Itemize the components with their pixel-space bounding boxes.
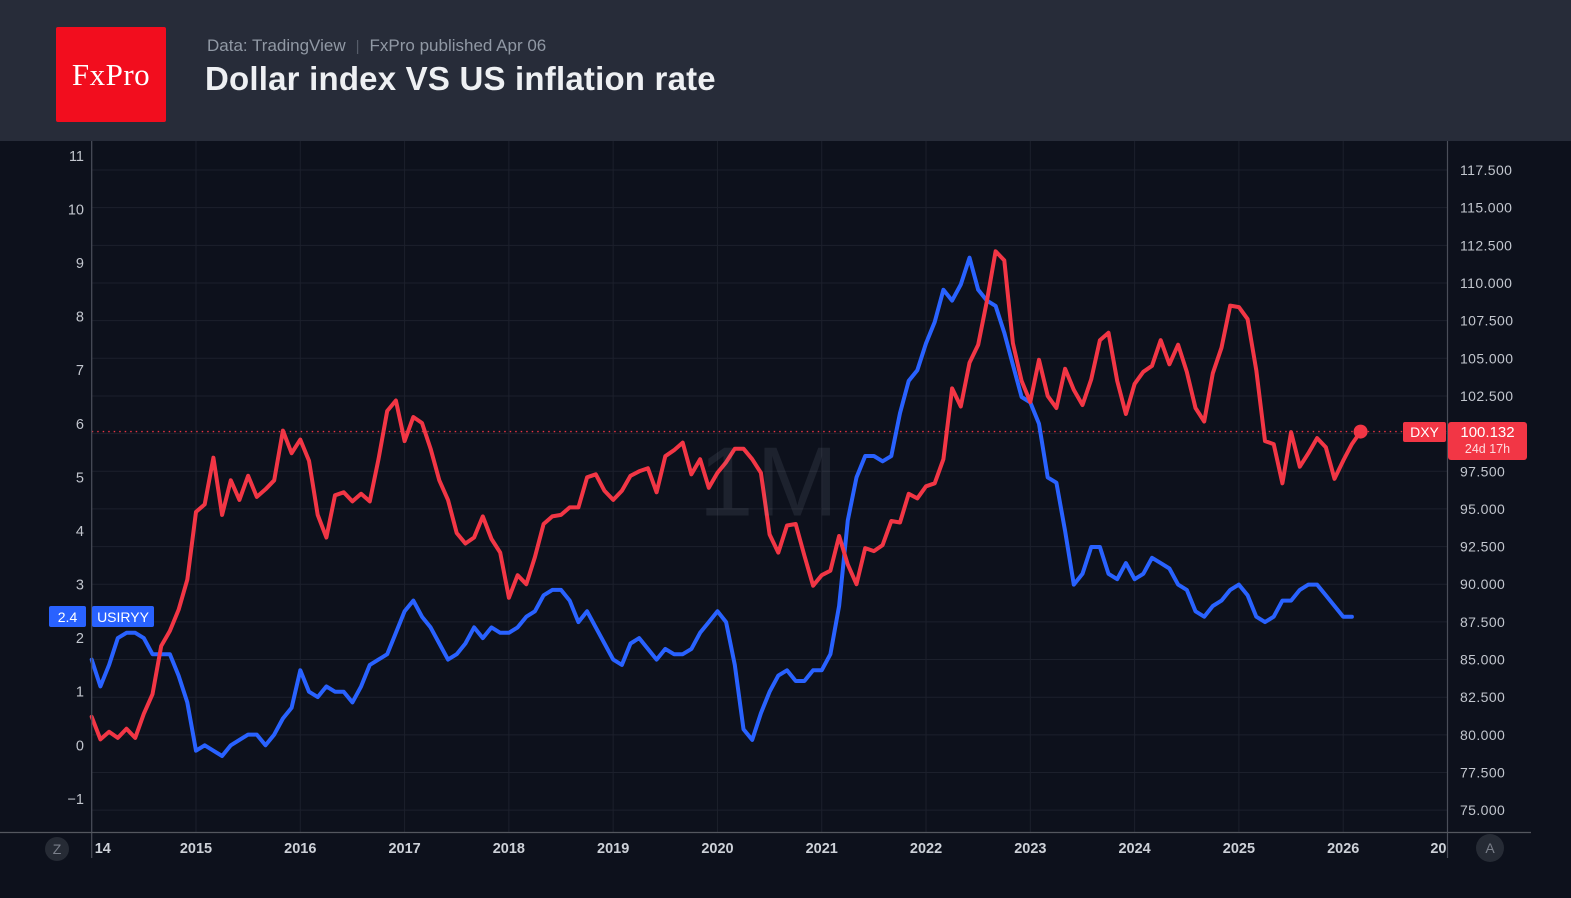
x-axis-year-label: 2023 bbox=[1014, 841, 1046, 857]
right-axis-tick-label: 85.000 bbox=[1460, 652, 1505, 668]
x-axis-year-label: 2024 bbox=[1118, 841, 1150, 857]
right-axis-tick-label: 82.500 bbox=[1460, 689, 1505, 705]
x-axis-year-label: 2022 bbox=[910, 841, 942, 857]
right-axis-tick-label: 95.000 bbox=[1460, 501, 1505, 517]
left-axis-tick-label: 10 bbox=[68, 202, 84, 218]
x-axis-year-label: 2015 bbox=[180, 841, 212, 857]
x-axis-year-label: 2016 bbox=[284, 841, 316, 857]
dxy-last-value-badge: 100.132 24d 17h bbox=[1448, 421, 1527, 460]
x-axis-year-label: 2019 bbox=[597, 841, 629, 857]
fxpro-logo: FxPro bbox=[56, 27, 166, 122]
right-axis-tick-label: 117.500 bbox=[1460, 162, 1512, 178]
timeframe-watermark: 1M bbox=[698, 426, 842, 537]
bottom-left-button[interactable]: Z bbox=[45, 837, 69, 861]
dxy-last-value-marker bbox=[1353, 424, 1368, 439]
time-axis[interactable] bbox=[0, 833, 1571, 898]
left-axis-tick-label: 5 bbox=[76, 470, 84, 486]
right-axis-tick-label: 75.000 bbox=[1460, 802, 1505, 818]
x-axis-year-label: 2021 bbox=[806, 841, 838, 857]
divider: | bbox=[355, 37, 360, 55]
page-title: Dollar index VS US inflation rate bbox=[205, 60, 716, 97]
x-axis-year-label: 2017 bbox=[388, 841, 420, 857]
left-price-axis[interactable] bbox=[0, 141, 91, 832]
fxpro-logo-text: FxPro bbox=[71, 56, 151, 92]
x-axis-year-label: 2026 bbox=[1327, 841, 1359, 857]
left-axis-tick-label: 6 bbox=[76, 417, 84, 433]
dxy-bar-countdown: 24d 17h bbox=[1464, 442, 1511, 457]
right-price-axis[interactable] bbox=[1447, 141, 1571, 832]
left-axis-tick-label: 4 bbox=[76, 524, 84, 540]
chart-source-line: Data: TradingView | FxPro published Apr … bbox=[207, 36, 546, 56]
left-axis-tick-label: 8 bbox=[76, 310, 84, 326]
bottom-right-button[interactable]: A bbox=[1476, 834, 1504, 862]
dxy-line bbox=[89, 249, 1363, 742]
right-axis-tick-label: 105.000 bbox=[1460, 350, 1513, 366]
right-axis-tick-label: 92.500 bbox=[1460, 539, 1505, 555]
x-axis-year-label: 20 bbox=[1430, 841, 1446, 857]
dxy-last-price: 100.132 bbox=[1460, 424, 1515, 442]
right-axis-tick-label: 112.500 bbox=[1460, 237, 1512, 253]
header: FxPro Data: TradingView | FxPro publishe… bbox=[0, 0, 1571, 141]
left-axis-tick-label: 7 bbox=[76, 363, 84, 379]
right-axis-tick-label: 80.000 bbox=[1460, 727, 1505, 743]
left-axis-tick-label: 3 bbox=[76, 578, 84, 594]
left-axis-tick-label: −1 bbox=[67, 792, 84, 808]
x-axis-year-label: 2018 bbox=[493, 841, 525, 857]
right-axis-tick-label: 77.500 bbox=[1460, 765, 1505, 781]
left-axis-tick-label: 9 bbox=[76, 256, 84, 272]
left-axis-tick-label: 2 bbox=[76, 631, 84, 647]
right-axis-tick-label: 87.500 bbox=[1460, 614, 1505, 630]
published-text: FxPro published Apr 06 bbox=[369, 36, 547, 55]
x-axis-year-label: 14 bbox=[95, 841, 111, 857]
right-axis-tick-label: 90.000 bbox=[1460, 576, 1505, 592]
right-axis-tick-label: 102.500 bbox=[1460, 388, 1513, 404]
x-axis-year-label: 2025 bbox=[1223, 841, 1255, 857]
right-axis-tick-label: 97.500 bbox=[1460, 463, 1505, 479]
left-axis-tick-label: 1 bbox=[76, 685, 84, 701]
usiryy-line bbox=[89, 255, 1354, 758]
data-source-text: Data: TradingView bbox=[207, 36, 346, 55]
left-axis-tick-label: 11 bbox=[69, 149, 84, 165]
dxy-symbol-badge: DXY bbox=[1403, 421, 1446, 442]
right-axis-tick-label: 107.500 bbox=[1460, 313, 1513, 329]
x-axis-year-label: 2020 bbox=[701, 841, 733, 857]
usiryy-last-value-badge: 2.4 bbox=[49, 606, 86, 628]
usiryy-symbol-badge: USIRYY bbox=[92, 606, 154, 628]
right-axis-tick-label: 110.000 bbox=[1460, 275, 1512, 291]
right-axis-tick-label: 115.000 bbox=[1460, 200, 1512, 216]
left-axis-tick-label: 0 bbox=[76, 738, 84, 754]
